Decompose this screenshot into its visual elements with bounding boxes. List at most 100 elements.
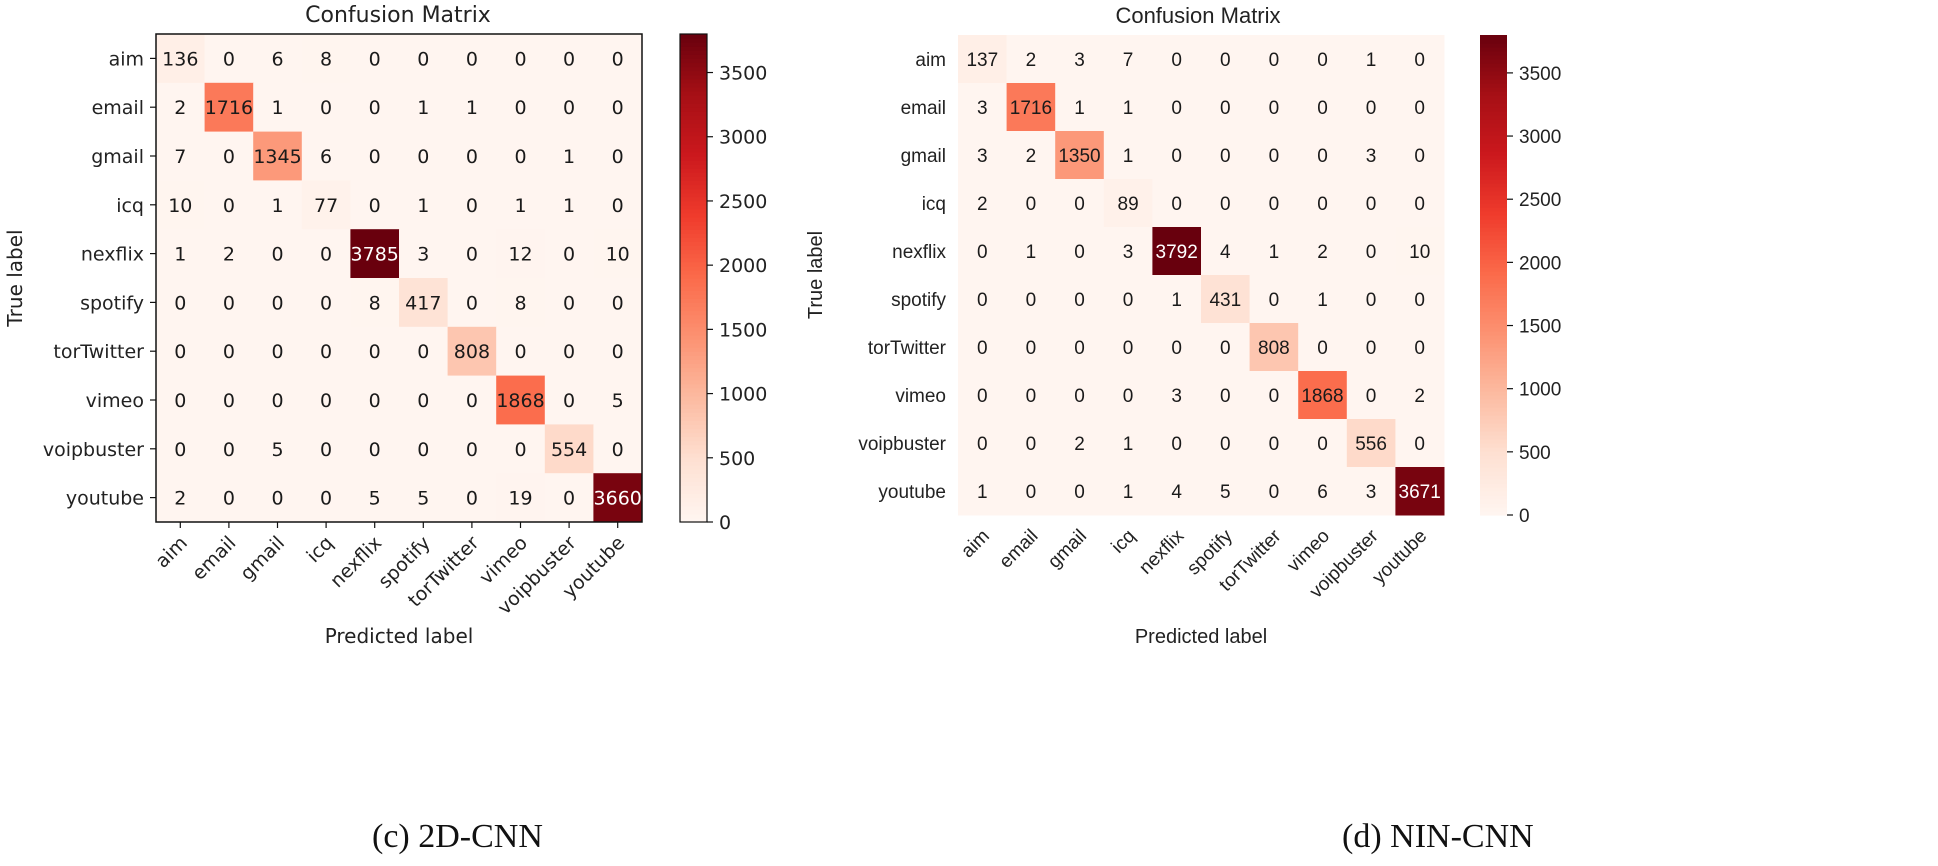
colorbar-segment xyxy=(680,78,707,84)
cell-value: 0 xyxy=(271,244,283,266)
colorbar-segment xyxy=(680,34,707,39)
colorbar-segment xyxy=(680,404,707,409)
cell-value: 0 xyxy=(1171,98,1182,119)
cell-value: 6 xyxy=(271,48,283,70)
cell-value: 3792 xyxy=(1156,242,1198,263)
colorbar-segment xyxy=(680,391,707,397)
colorbar-segment xyxy=(1480,255,1507,260)
heatmap-cell xyxy=(399,131,449,181)
cell-value: 556 xyxy=(1355,434,1387,455)
colorbar-segment xyxy=(1480,455,1507,460)
colorbar-segment xyxy=(680,318,707,324)
colorbar-segment xyxy=(1480,211,1507,216)
cell-value: 0 xyxy=(1123,338,1134,359)
colorbar-segment xyxy=(1480,83,1507,88)
heatmap-cell xyxy=(1201,179,1251,228)
cell-value: 77 xyxy=(314,195,338,217)
heatmap-cell xyxy=(496,180,546,230)
cell-value: 0 xyxy=(514,97,526,119)
colorbar-segment xyxy=(680,371,707,377)
cell-value: 1 xyxy=(1123,482,1134,503)
heatmap-cell xyxy=(593,278,643,328)
cell-value: 3 xyxy=(1074,50,1085,71)
cell-value: 0 xyxy=(223,146,235,168)
colorbar-segment xyxy=(680,424,707,430)
heatmap-cell xyxy=(1298,275,1348,324)
cell-value: 1 xyxy=(1366,50,1377,71)
colorbar-segment xyxy=(1480,223,1507,228)
cell-value: 3 xyxy=(977,98,988,119)
colorbar-segment xyxy=(1480,367,1507,372)
cell-value: 0 xyxy=(320,292,332,314)
cell-value: 0 xyxy=(977,242,988,263)
heatmap-cell xyxy=(1006,371,1056,420)
colorbar-segment xyxy=(1480,395,1507,400)
x-axis-label: Predicted label xyxy=(1135,626,1267,648)
colorbar-segment xyxy=(680,302,707,308)
heatmap-cell xyxy=(350,180,400,230)
cell-value: 0 xyxy=(514,439,526,461)
heatmap-cell xyxy=(1298,83,1348,132)
heatmap-cell xyxy=(301,34,351,84)
heatmap-cell xyxy=(399,229,449,279)
colorbar-segment xyxy=(1480,251,1507,256)
heatmap-cell xyxy=(1346,275,1396,324)
heatmap-cell xyxy=(593,424,643,474)
heatmap-cell xyxy=(1055,83,1105,132)
heatmap-cell xyxy=(1152,323,1202,372)
colorbar-segment xyxy=(1480,39,1507,44)
colorbar-segment xyxy=(680,343,707,348)
colorbar-segment xyxy=(680,473,707,478)
heatmap-cell xyxy=(1395,83,1445,132)
heatmap-cell xyxy=(1006,83,1056,132)
heatmap-cell xyxy=(204,34,254,84)
x-tick-label: nexflix xyxy=(1135,525,1188,578)
colorbar-segment xyxy=(680,212,707,218)
colorbar-segment xyxy=(680,237,707,242)
colorbar-segment xyxy=(1480,411,1507,416)
heatmap-cell xyxy=(1103,227,1153,276)
colorbar-tick-label: 2500 xyxy=(719,191,767,213)
cell-value: 0 xyxy=(1220,194,1231,215)
colorbar-segment xyxy=(680,513,707,519)
cell-value: 0 xyxy=(320,341,332,363)
y-tick-label: youtube xyxy=(878,482,946,503)
colorbar-segment xyxy=(1480,459,1507,464)
colorbar-segment xyxy=(1480,139,1507,144)
colorbar-segment xyxy=(1480,291,1507,296)
cell-value: 0 xyxy=(1220,338,1231,359)
colorbar-segment xyxy=(1480,219,1507,224)
heatmap-cell xyxy=(1201,131,1251,180)
cell-value: 1 xyxy=(417,97,429,119)
colorbar-segment xyxy=(1480,339,1507,344)
colorbar-segment xyxy=(680,188,707,194)
colorbar-segment xyxy=(680,273,707,279)
cell-value: 0 xyxy=(174,390,186,412)
colorbar-segment xyxy=(1480,111,1507,116)
heatmap-cell xyxy=(447,82,497,133)
heatmap-cell xyxy=(156,229,206,279)
heatmap-cell xyxy=(1346,83,1396,132)
colorbar-segment xyxy=(1480,91,1507,96)
cell-value: 0 xyxy=(320,390,332,412)
colorbar-segment xyxy=(680,367,707,373)
colorbar-segment xyxy=(680,257,707,263)
cell-value: 0 xyxy=(1269,50,1280,71)
heatmap-cell xyxy=(447,229,497,279)
heatmap-cell xyxy=(156,375,206,425)
colorbar-segment xyxy=(680,164,707,169)
heatmap-cell xyxy=(253,473,303,523)
heatmap-cell xyxy=(1201,275,1251,324)
colorbar-segment xyxy=(1480,167,1507,172)
colorbar-tick-label: 2000 xyxy=(1519,253,1561,274)
colorbar-segment xyxy=(1480,503,1507,508)
cell-value: 0 xyxy=(563,488,575,510)
cell-value: 137 xyxy=(966,50,998,71)
colorbar-segment xyxy=(680,286,707,291)
cell-value: 0 xyxy=(1269,194,1280,215)
colorbar-segment xyxy=(1480,159,1507,164)
x-tick-label: youtube xyxy=(1369,526,1432,589)
heatmap-cell xyxy=(350,326,400,377)
colorbar-segment xyxy=(680,461,707,466)
cell-value: 0 xyxy=(977,290,988,311)
